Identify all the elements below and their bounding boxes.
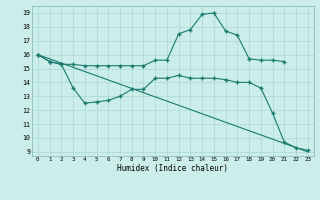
X-axis label: Humidex (Indice chaleur): Humidex (Indice chaleur) — [117, 164, 228, 173]
